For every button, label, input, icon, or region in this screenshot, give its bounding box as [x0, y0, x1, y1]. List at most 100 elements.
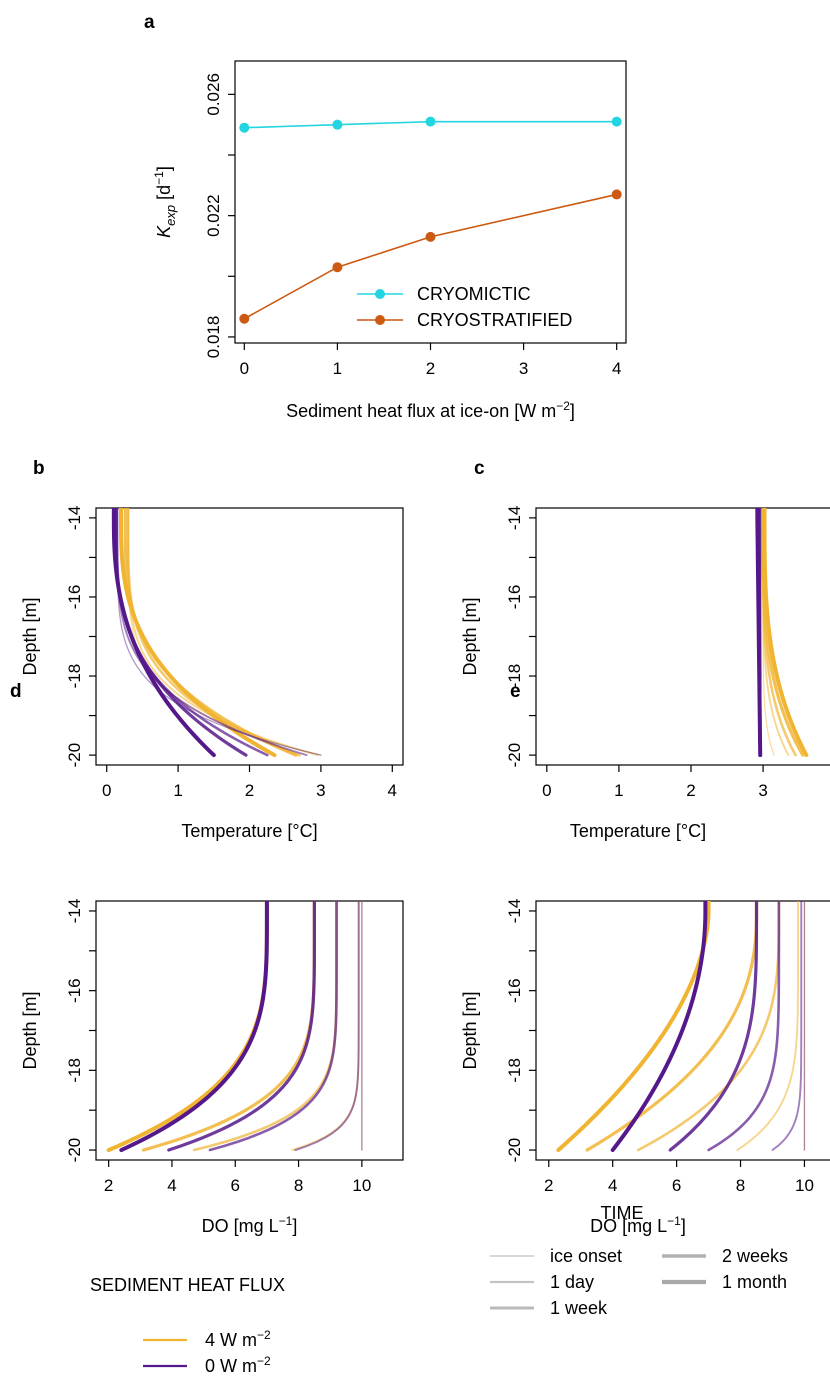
profile-e-flux0-w3 — [707, 901, 781, 1152]
profile-e-flux0-w2 — [771, 901, 803, 1151]
panel-label-e: e — [510, 681, 521, 702]
data-point-cryostratified — [239, 313, 250, 324]
y-tick-label-b: -14 — [65, 506, 84, 531]
profile-e-flux4-w2 — [736, 901, 800, 1151]
y-tick-label-e: -18 — [505, 1058, 524, 1083]
profile-c-flux4-w5 — [762, 508, 809, 758]
legend-flux-text: 4 W m — [205, 1330, 257, 1350]
x-tick-label-b: 3 — [316, 781, 325, 800]
profile-d-flux0-w3 — [208, 901, 338, 1152]
legend-time-label-w2: 1 day — [550, 1272, 594, 1292]
y-tick-label-b: -20 — [65, 743, 84, 768]
x-tick-label-d: 8 — [294, 1176, 303, 1195]
y-axis-label-c: Depth [m] — [460, 597, 480, 675]
y-axis-label-a-sup: −1 — [152, 171, 166, 185]
x-tick-label-c: 3 — [758, 781, 767, 800]
y-tick-label-a: 0.018 — [204, 316, 223, 359]
legend-time-label-w1: ice onset — [550, 1246, 622, 1266]
legend-label-cryomictic: CRYOMICTIC — [417, 284, 531, 304]
data-point-cryostratified — [425, 231, 436, 242]
x-tick-label-a: 2 — [426, 359, 435, 378]
profile-e-flux4-w4 — [585, 901, 759, 1152]
y-tick-label-a: 0.022 — [204, 194, 223, 237]
x-axis-label-end-e: ] — [681, 1216, 686, 1236]
legend-time-label-w4: 2 weeks — [722, 1246, 788, 1266]
series-line-cryostratified — [243, 193, 617, 320]
profile-d-flux0-w2 — [294, 901, 360, 1151]
x-axis-label-a-sup: −2 — [556, 399, 570, 413]
x-tick-label-b: 0 — [102, 781, 111, 800]
x-axis-label-a-end: ] — [570, 401, 575, 421]
y-tick-label-c: -16 — [505, 585, 524, 610]
y-axis-label-b: Depth [m] — [20, 597, 40, 675]
legend-flux-title: SEDIMENT HEAT FLUX — [90, 1275, 285, 1295]
x-tick-label-d: 10 — [352, 1176, 371, 1195]
profile-d-flux4-w2 — [291, 901, 360, 1151]
y-tick-label-e: -16 — [505, 978, 524, 1003]
x-axis-label-sup-e: −1 — [667, 1214, 681, 1228]
y-tick-label-e: -14 — [505, 899, 524, 924]
x-axis-label-e: DO [mg L−1] — [590, 1214, 686, 1236]
x-tick-label-e: 4 — [608, 1176, 617, 1195]
x-axis-label-a-text: Sediment heat flux at ice-on [W m — [286, 401, 556, 421]
profile-d-flux4-w4 — [141, 901, 316, 1152]
x-tick-label-d: 4 — [167, 1176, 176, 1195]
profile-c-flux0-w5 — [755, 508, 763, 758]
profile-e-flux0-w4 — [668, 901, 759, 1152]
y-tick-label-c: -14 — [505, 506, 524, 531]
profile-lines-e — [556, 901, 806, 1153]
data-point-cryostratified — [332, 262, 343, 273]
plot-frame-c — [535, 507, 830, 766]
y-tick-label-d: -18 — [65, 1058, 84, 1083]
legend-time-title: TIME — [601, 1203, 644, 1223]
legend-time-label-w5: 1 month — [722, 1272, 787, 1292]
data-point-cryomictic — [425, 116, 436, 127]
profile-b-flux0-w2 — [116, 508, 308, 757]
profile-d-flux0-w5 — [119, 901, 269, 1153]
panel-label-c: c — [474, 458, 485, 479]
x-tick-label-d: 2 — [104, 1176, 113, 1195]
legend-marker-cryomictic — [375, 289, 385, 299]
x-tick-label-b: 4 — [388, 781, 397, 800]
data-point-cryostratified — [611, 189, 622, 200]
series-line-cryomictic — [244, 120, 617, 129]
x-axis-label-d: DO [mg L−1] — [202, 1214, 298, 1236]
x-tick-label-b: 2 — [245, 781, 254, 800]
profile-lines-c — [755, 508, 809, 758]
x-tick-label-a: 4 — [612, 359, 621, 378]
legend-label-cryostratified: CRYOSTRATIFIED — [417, 310, 572, 330]
x-tick-label-a: 0 — [240, 359, 249, 378]
profile-b-flux0-w5 — [111, 508, 216, 758]
x-tick-label-e: 2 — [544, 1176, 553, 1195]
legend-marker-cryostratified — [375, 315, 385, 325]
legend-flux-text: 0 W m — [205, 1356, 257, 1376]
x-tick-label-c: 1 — [614, 781, 623, 800]
y-axis-label-e: Depth [m] — [460, 991, 480, 1069]
x-tick-label-a: 3 — [519, 359, 528, 378]
x-tick-label-e: 6 — [672, 1176, 681, 1195]
legend-flux-sup: −2 — [257, 1328, 271, 1342]
legend-flux-label-flux4: 4 W m−2 — [205, 1328, 271, 1350]
panel-e-oxygen-cryomictic: 2 4 6 8 10 -14 -16 -18 -20 DO [mg L−1] Depth [m] — [460, 899, 830, 1236]
panel-label-d: d — [10, 681, 22, 702]
x-axis-label-c: Temperature [°C] — [570, 821, 706, 841]
panel-label-b: b — [33, 458, 45, 479]
data-point-cryomictic — [611, 116, 622, 127]
profile-lines-d — [106, 901, 363, 1153]
x-tick-label-a: 1 — [333, 359, 342, 378]
x-tick-label-b: 1 — [173, 781, 182, 800]
x-axis-label-b: Temperature [°C] — [181, 821, 317, 841]
y-tick-label-d: -16 — [65, 978, 84, 1003]
x-axis-label-end-d: ] — [292, 1216, 297, 1236]
panel-b-temperature-cryostratified: 0 1 2 3 4 -14 -16 -18 -20 Temperature [°C] Depth [… — [20, 506, 404, 841]
x-tick-label-c: 2 — [686, 781, 695, 800]
y-tick-label-c: -20 — [505, 743, 524, 768]
legend-time-label-w3: 1 week — [550, 1298, 608, 1318]
profile-b-flux4-w5 — [118, 508, 277, 758]
x-tick-label-e: 10 — [795, 1176, 814, 1195]
x-tick-label-c: 0 — [542, 781, 551, 800]
data-point-cryomictic — [239, 122, 250, 133]
profile-lines-b — [111, 508, 322, 758]
panel-d-oxygen-cryostratified: 2 4 6 8 10 -14 -16 -18 -20 DO [mg L−1] Depth [m] — [20, 899, 404, 1236]
